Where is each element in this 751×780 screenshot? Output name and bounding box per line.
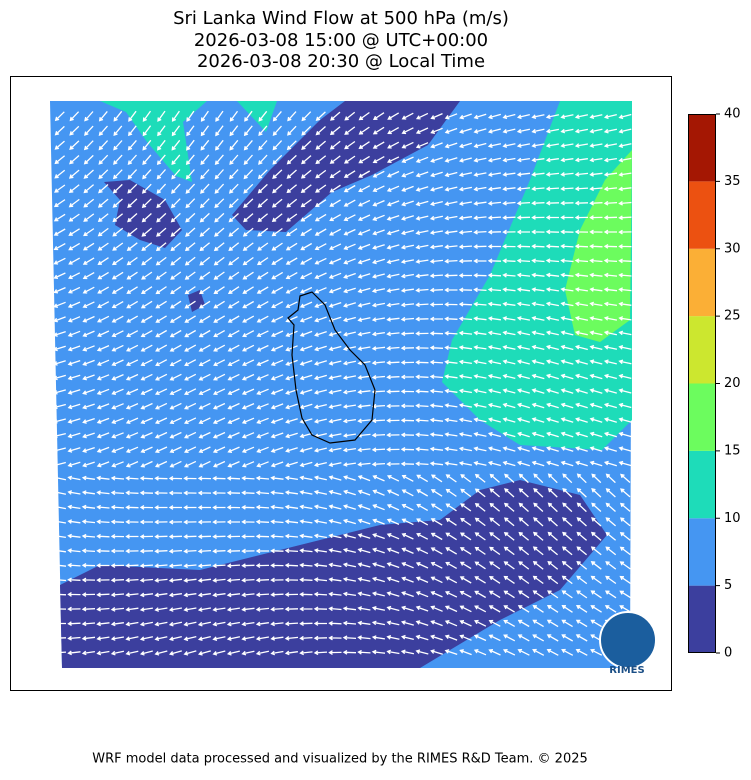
subtitle: 2026-03-08 20:30 @ Local Time bbox=[197, 51, 485, 72]
colorbar-segment bbox=[688, 383, 716, 451]
colorbar-tick-label: 35 bbox=[724, 174, 741, 189]
logo-text: RIMES bbox=[609, 665, 644, 676]
colorbar: 0 5 10 15 20 25 30 35 40 bbox=[688, 107, 741, 661]
colorbar-segment bbox=[688, 316, 716, 384]
footer: WRF model data processed and visualized … bbox=[92, 752, 588, 767]
map: RIMES bbox=[50, 101, 657, 676]
colorbar-tick-label: 40 bbox=[724, 107, 741, 122]
colorbar-frame bbox=[688, 114, 716, 653]
speed-region bbox=[60, 480, 607, 668]
colorbar-segment bbox=[688, 585, 716, 653]
colorbar-segment bbox=[688, 181, 716, 249]
colorbar-segment bbox=[688, 518, 716, 586]
colorbar-tick-label: 0 bbox=[724, 646, 732, 661]
speed-region bbox=[237, 101, 277, 132]
logo bbox=[599, 611, 657, 669]
colorbar-tick-label: 15 bbox=[724, 443, 741, 458]
title: Sri Lanka Wind Flow at 500 hPa (m/s) bbox=[173, 8, 509, 29]
subtitle: 2026-03-08 15:00 @ UTC+00:00 bbox=[194, 30, 488, 51]
wind-arrows bbox=[52, 110, 632, 656]
colorbar-tick-label: 30 bbox=[724, 241, 741, 256]
coastline bbox=[287, 291, 376, 444]
colorbar-segment bbox=[688, 114, 716, 182]
colorbar-tick-label: 20 bbox=[724, 376, 741, 391]
colorbar-tick-label: 5 bbox=[724, 578, 732, 593]
colorbar-segment bbox=[688, 450, 716, 519]
speed-region bbox=[100, 101, 207, 182]
colorbar-segment bbox=[688, 248, 716, 317]
colorbar-tick-label: 25 bbox=[724, 309, 741, 324]
colorbar-tick-label: 10 bbox=[724, 511, 741, 526]
